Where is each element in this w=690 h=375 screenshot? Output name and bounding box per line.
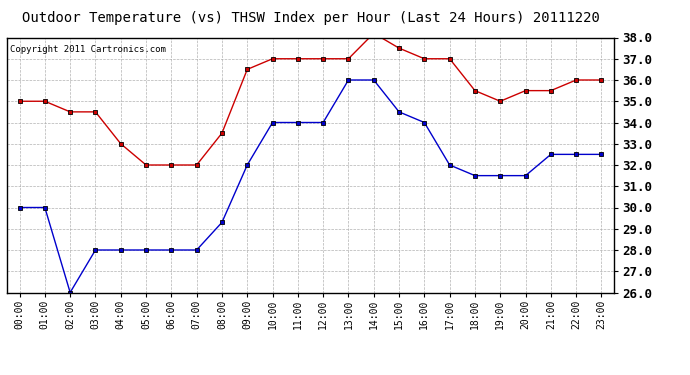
- Text: Outdoor Temperature (vs) THSW Index per Hour (Last 24 Hours) 20111220: Outdoor Temperature (vs) THSW Index per …: [21, 11, 600, 25]
- Text: Copyright 2011 Cartronics.com: Copyright 2011 Cartronics.com: [10, 45, 166, 54]
